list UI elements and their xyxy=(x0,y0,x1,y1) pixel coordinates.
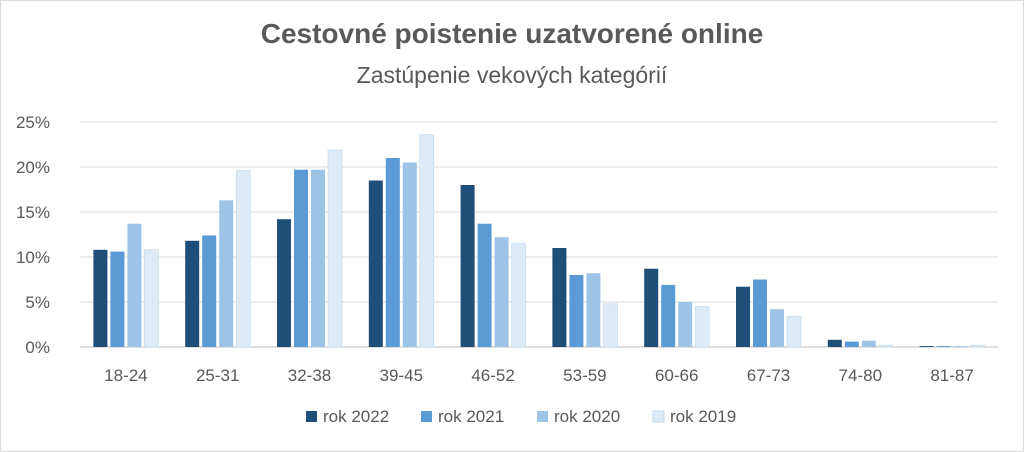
bar xyxy=(93,249,108,347)
legend-label: rok 2019 xyxy=(670,407,736,426)
y-tick-label: 5% xyxy=(25,293,50,312)
bar xyxy=(786,316,802,348)
bar xyxy=(511,243,526,348)
bar xyxy=(235,170,251,348)
bar xyxy=(219,200,234,347)
bar xyxy=(953,346,968,347)
bar xyxy=(919,346,934,347)
legend-swatch xyxy=(421,411,432,422)
bar xyxy=(277,219,291,347)
bar xyxy=(110,251,125,347)
x-tick-label: 81-87 xyxy=(930,366,973,385)
bar xyxy=(368,180,383,347)
bar xyxy=(185,240,200,347)
bar xyxy=(770,309,784,347)
bar xyxy=(202,235,217,347)
bar xyxy=(827,339,842,347)
bar xyxy=(661,284,676,347)
bar xyxy=(144,249,159,348)
x-tick-label: 25-31 xyxy=(196,366,239,385)
bar xyxy=(569,275,584,347)
bar xyxy=(402,162,417,347)
bar xyxy=(586,273,601,347)
y-tick-label: 25% xyxy=(16,113,50,132)
bar xyxy=(844,341,859,347)
y-tick-label: 20% xyxy=(16,158,50,177)
bar xyxy=(878,344,894,348)
bar xyxy=(494,237,509,347)
chart-title: Cestovné poistenie uzatvorené online xyxy=(260,18,764,49)
y-tick-label: 0% xyxy=(25,338,50,357)
y-tick-label: 10% xyxy=(16,248,50,267)
x-tick-label: 67-73 xyxy=(747,366,790,385)
bar xyxy=(552,248,567,347)
bar xyxy=(736,286,750,347)
bar xyxy=(603,303,618,348)
legend-label: rok 2022 xyxy=(323,407,389,426)
bar xyxy=(694,306,710,348)
bar xyxy=(419,134,435,348)
legend-swatch xyxy=(652,410,665,423)
x-tick-label: 74-80 xyxy=(839,366,882,385)
bar xyxy=(460,185,475,347)
bar xyxy=(644,268,659,347)
chart-subtitle: Zastúpenie vekových kategórií xyxy=(356,62,668,88)
legend-swatch xyxy=(537,411,548,422)
bar xyxy=(385,158,400,347)
bar xyxy=(127,223,142,347)
x-tick-label: 39-45 xyxy=(380,366,423,385)
bar xyxy=(294,169,308,347)
legend-label: rok 2020 xyxy=(554,407,620,426)
bar xyxy=(861,340,876,347)
bar xyxy=(678,302,693,347)
bar xyxy=(477,223,492,347)
y-tick-label: 15% xyxy=(16,203,50,222)
bar xyxy=(936,346,951,347)
x-tick-label: 18-24 xyxy=(104,366,147,385)
x-tick-label: 60-66 xyxy=(655,366,698,385)
bar xyxy=(753,279,767,347)
x-tick-label: 53-59 xyxy=(563,366,606,385)
bar xyxy=(970,344,985,348)
bar xyxy=(327,149,343,348)
legend-label: rok 2021 xyxy=(438,407,504,426)
x-tick-label: 32-38 xyxy=(288,366,331,385)
bar xyxy=(311,169,325,347)
x-tick-label: 46-52 xyxy=(471,366,514,385)
legend-swatch xyxy=(306,411,317,422)
